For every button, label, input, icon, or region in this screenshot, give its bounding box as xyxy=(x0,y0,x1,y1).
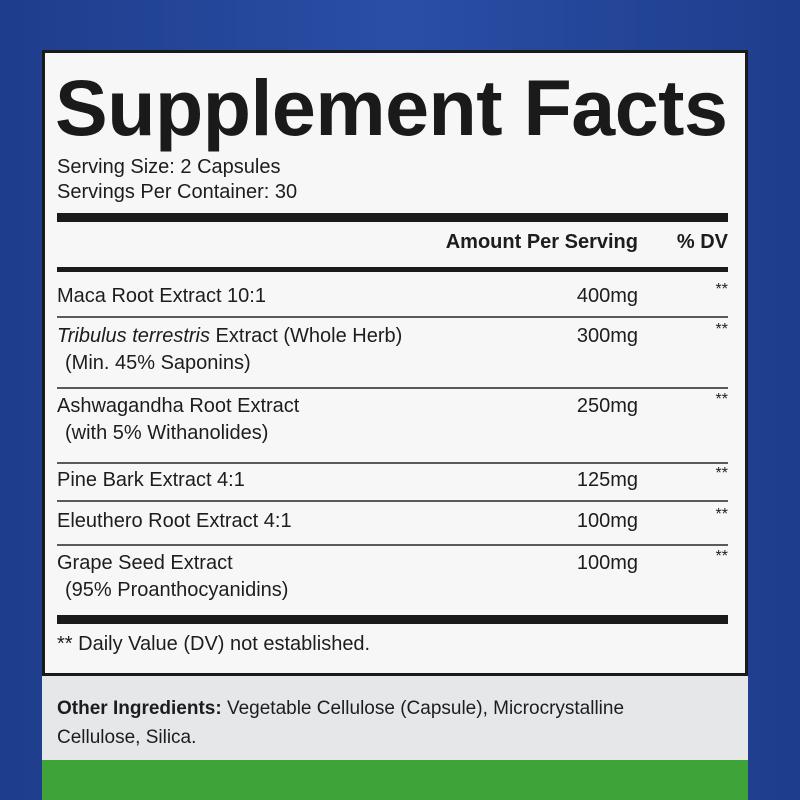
thick-rule xyxy=(57,267,728,272)
row-name-text: Maca Root Extract 10:1 xyxy=(57,285,266,307)
column-header: % DV xyxy=(676,231,728,253)
row-name-text: Extract (Whole Herb) xyxy=(210,325,403,347)
row-dv: ** xyxy=(715,321,728,338)
row-amount: 300mg xyxy=(576,325,638,347)
other-ingredients-label: Other Ingredients: xyxy=(57,698,222,719)
other-ingredients-text: Vegetable Cellulose (Capsule), Microcrys… xyxy=(57,698,625,748)
row-name-text: Pine Bark Extract 4:1 xyxy=(57,469,245,491)
row-dv: ** xyxy=(715,391,728,408)
footnote: ** Daily Value (DV) not established. xyxy=(57,633,371,655)
thick-rule xyxy=(57,615,728,624)
row-amount: 250mg xyxy=(576,395,638,417)
row-amount: 100mg xyxy=(576,510,638,532)
row-amount: 125mg xyxy=(576,469,638,491)
row-note: (95% Proanthocyanidins) xyxy=(65,579,289,601)
row-dv: ** xyxy=(715,465,728,482)
row-rule xyxy=(57,316,728,318)
ingredients-band xyxy=(42,676,748,760)
row-name: Tribulus terrestris Extract (Whole Herb) xyxy=(57,325,402,348)
row-name: Grape Seed Extract xyxy=(57,552,233,575)
servings-per-container: Servings Per Container: 30 xyxy=(57,181,298,203)
row-name-text: Eleuthero Root Extract 4:1 xyxy=(57,510,292,532)
row-name-text: Grape Seed Extract xyxy=(57,552,233,574)
row-rule xyxy=(57,387,728,389)
row-name: Ashwagandha Root Extract xyxy=(57,395,299,418)
row-dv: ** xyxy=(715,506,728,523)
row-amount: 400mg xyxy=(576,285,638,307)
column-header: Amount Per Serving xyxy=(445,231,638,253)
row-name-text: Ashwagandha Root Extract xyxy=(57,395,300,417)
row-name: Eleuthero Root Extract 4:1 xyxy=(57,510,292,533)
row-rule xyxy=(57,500,728,502)
title: Supplement Facts xyxy=(55,63,728,152)
row-rule xyxy=(57,544,728,546)
row-dv: ** xyxy=(715,281,728,298)
green-band xyxy=(42,760,748,800)
row-name: Pine Bark Extract 4:1 xyxy=(57,469,245,492)
row-note: (with 5% Withanolides) xyxy=(65,422,269,444)
row-amount: 100mg xyxy=(576,552,638,574)
row-rule xyxy=(57,462,728,464)
thick-rule xyxy=(57,213,728,222)
row-dv: ** xyxy=(715,548,728,565)
row-name-italic: Tribulus terrestris xyxy=(57,325,210,347)
serving-size: Serving Size: 2 Capsules xyxy=(57,156,281,178)
row-note: (Min. 45% Saponins) xyxy=(65,352,251,374)
label-panel xyxy=(42,50,748,676)
other-ingredients: Other Ingredients: Vegetable Cellulose (… xyxy=(57,694,657,752)
row-name: Maca Root Extract 10:1 xyxy=(57,285,266,308)
